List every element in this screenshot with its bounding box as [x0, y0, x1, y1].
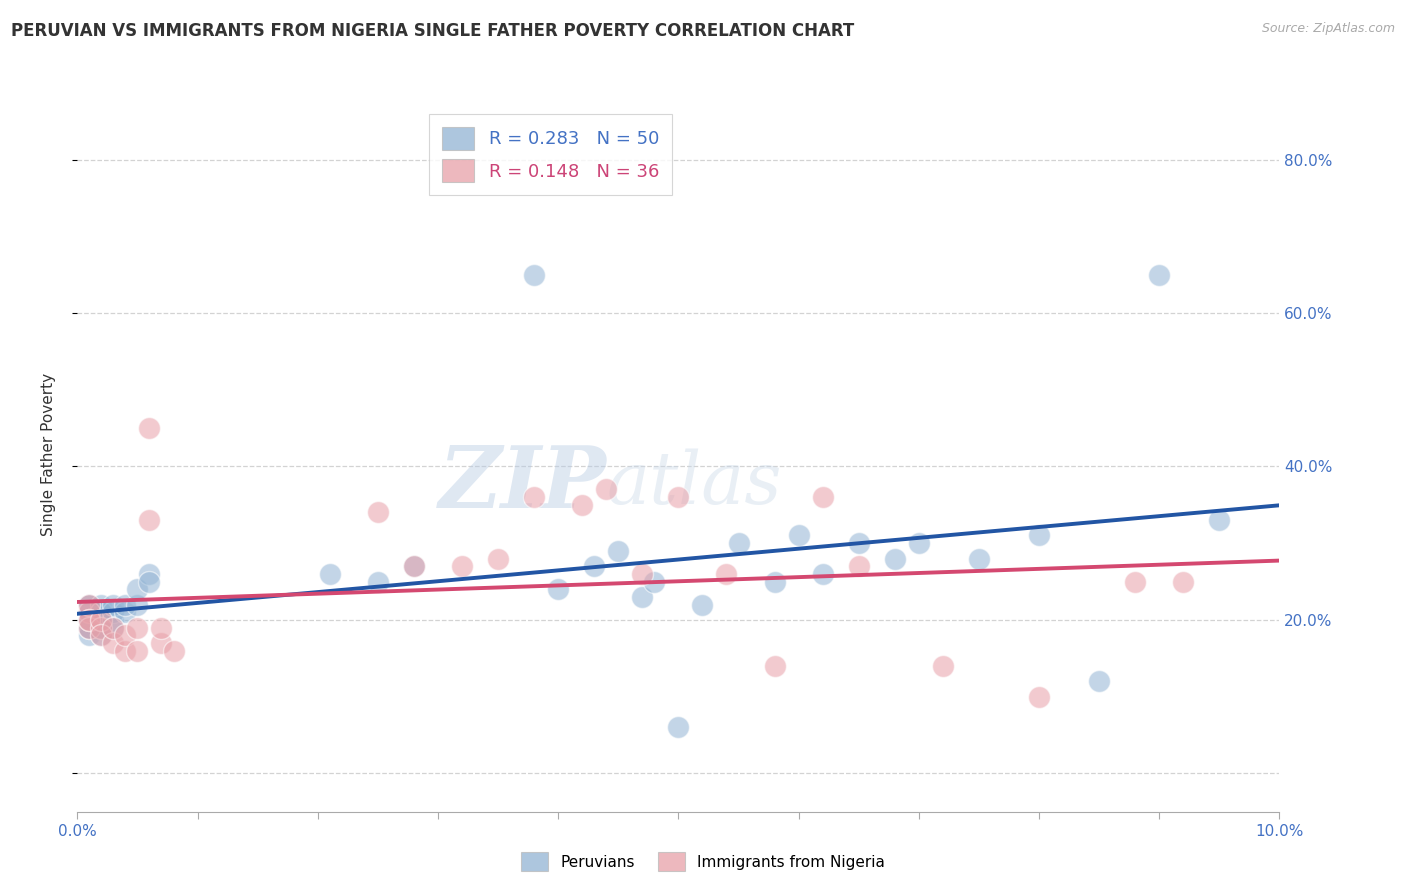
Point	[127, 582, 149, 597]
Point	[1123, 574, 1146, 589]
Point	[595, 483, 617, 497]
Point	[79, 621, 101, 635]
Text: atlas: atlas	[606, 448, 782, 519]
Point	[692, 598, 714, 612]
Point	[523, 490, 546, 504]
Point	[79, 613, 101, 627]
Point	[79, 605, 101, 619]
Point	[607, 544, 630, 558]
Point	[103, 621, 125, 635]
Point	[402, 559, 425, 574]
Point	[79, 621, 101, 635]
Point	[631, 590, 654, 604]
Point	[127, 621, 149, 635]
Point	[138, 574, 160, 589]
Text: PERUVIAN VS IMMIGRANTS FROM NIGERIA SINGLE FATHER POVERTY CORRELATION CHART: PERUVIAN VS IMMIGRANTS FROM NIGERIA SING…	[11, 22, 855, 40]
Point	[908, 536, 931, 550]
Point	[811, 566, 834, 581]
Point	[114, 643, 136, 657]
Point	[90, 613, 112, 627]
Point	[763, 574, 786, 589]
Point	[1208, 513, 1230, 527]
Y-axis label: Single Father Poverty: Single Father Poverty	[42, 374, 56, 536]
Point	[1149, 268, 1171, 282]
Point	[150, 621, 173, 635]
Point	[79, 613, 101, 627]
Point	[90, 621, 112, 635]
Point	[932, 659, 955, 673]
Point	[103, 605, 125, 619]
Point	[127, 643, 149, 657]
Point	[716, 566, 738, 581]
Text: Source: ZipAtlas.com: Source: ZipAtlas.com	[1261, 22, 1395, 36]
Point	[79, 628, 101, 642]
Point	[848, 536, 870, 550]
Point	[103, 613, 125, 627]
Point	[150, 636, 173, 650]
Point	[451, 559, 474, 574]
Point	[90, 605, 112, 619]
Point	[114, 628, 136, 642]
Point	[103, 598, 125, 612]
Point	[114, 598, 136, 612]
Point	[883, 551, 905, 566]
Point	[668, 490, 690, 504]
Point	[367, 574, 389, 589]
Point	[79, 613, 101, 627]
Point	[571, 498, 593, 512]
Point	[138, 421, 160, 435]
Point	[811, 490, 834, 504]
Point	[1028, 528, 1050, 542]
Point	[523, 268, 546, 282]
Point	[79, 598, 101, 612]
Point	[138, 566, 160, 581]
Point	[114, 605, 136, 619]
Point	[90, 598, 112, 612]
Legend: R = 0.283   N = 50, R = 0.148   N = 36: R = 0.283 N = 50, R = 0.148 N = 36	[429, 114, 672, 195]
Point	[79, 605, 101, 619]
Point	[367, 506, 389, 520]
Point	[79, 621, 101, 635]
Point	[1173, 574, 1195, 589]
Point	[1088, 674, 1111, 689]
Point	[90, 605, 112, 619]
Point	[90, 628, 112, 642]
Point	[79, 598, 101, 612]
Point	[848, 559, 870, 574]
Point	[631, 566, 654, 581]
Point	[319, 566, 342, 581]
Point	[79, 605, 101, 619]
Point	[583, 559, 606, 574]
Point	[763, 659, 786, 673]
Point	[127, 598, 149, 612]
Point	[787, 528, 810, 542]
Legend: Peruvians, Immigrants from Nigeria: Peruvians, Immigrants from Nigeria	[515, 847, 891, 877]
Point	[90, 613, 112, 627]
Point	[547, 582, 569, 597]
Point	[668, 720, 690, 734]
Point	[643, 574, 665, 589]
Point	[90, 628, 112, 642]
Point	[486, 551, 509, 566]
Point	[138, 513, 160, 527]
Text: ZIP: ZIP	[439, 442, 606, 525]
Point	[1028, 690, 1050, 704]
Point	[967, 551, 990, 566]
Point	[79, 598, 101, 612]
Point	[103, 636, 125, 650]
Point	[90, 613, 112, 627]
Point	[79, 613, 101, 627]
Point	[162, 643, 184, 657]
Point	[727, 536, 749, 550]
Point	[402, 559, 425, 574]
Point	[103, 621, 125, 635]
Point	[79, 613, 101, 627]
Point	[90, 621, 112, 635]
